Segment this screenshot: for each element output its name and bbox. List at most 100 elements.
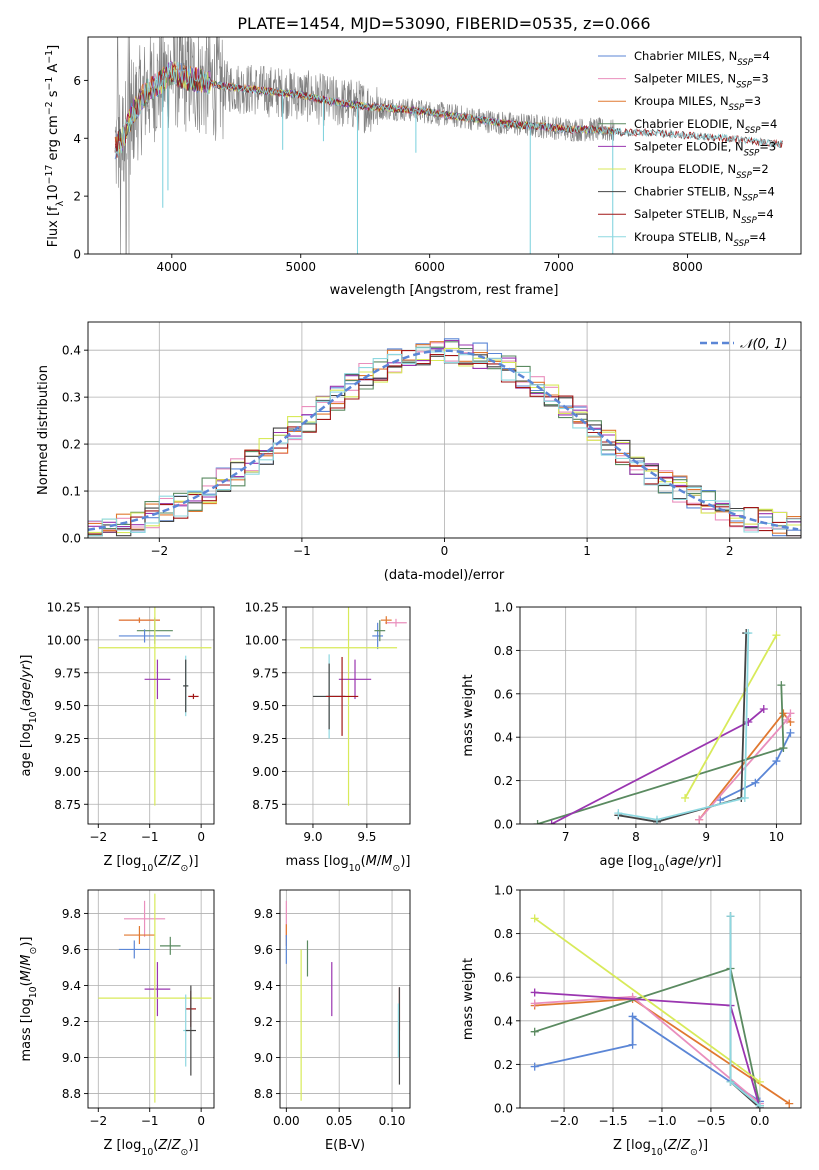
weight-marker-chabrier_elodie xyxy=(533,820,542,824)
weight-line-kroupa_elodie xyxy=(684,634,778,799)
x-tick-label: −2.0 xyxy=(549,1114,578,1128)
y-tick-label: 0.0 xyxy=(494,818,513,832)
y-tick-label: 0.2 xyxy=(494,1058,513,1072)
y-tick-label: 0.4 xyxy=(494,731,513,745)
weight-marker-kroupa_stelib xyxy=(726,912,735,921)
mass-vs-z-ylabel: mass [log10(M/M⊙)] xyxy=(19,937,39,1062)
weight-marker-chabrier_miles xyxy=(772,757,781,766)
y-tick-label: 10.00 xyxy=(245,633,279,647)
weight-line-salpeter_elodie xyxy=(551,708,765,824)
weight-marker-chabrier_elodie xyxy=(779,744,788,753)
x-tick-label: 8000 xyxy=(672,260,703,274)
weight-marker-kroupa_stelib xyxy=(614,809,623,818)
mass-vs-z: −2 −1 0 8.8 9.0 9.2 9.4 9.6 9.8 Z [log10(Z/Z⊙)] ma… xyxy=(19,889,215,1158)
residual-hist-kroupa_stelib xyxy=(88,347,801,537)
y-tick-label: 0.0 xyxy=(494,1102,513,1116)
y-tick-label: 9.50 xyxy=(252,699,279,713)
y-tick-label: 10.25 xyxy=(245,601,279,615)
weight-marker-salpeter_miles xyxy=(695,815,704,824)
weight-marker-kroupa_miles xyxy=(785,1099,794,1108)
y-tick-label: 1.0 xyxy=(494,601,513,615)
weight-line-chabrier_miles xyxy=(719,732,792,801)
weight-marker-kroupa_miles xyxy=(779,709,788,718)
legend-entry: Salpeter ELODIE, NSSP=3 xyxy=(634,139,776,158)
legend-entry: Kroupa STELIB, NSSP=4 xyxy=(634,230,766,249)
residual-axes-plot-area xyxy=(88,322,801,538)
residual-axes: −2 −1 0 1 2 0.0 0.1 0.2 0.3 0.4 (data-model)/error… xyxy=(36,321,802,583)
weight-vs-z: −2.0 −1.5 −1.0 −0.5 0.0 0.0 0.2 0.4 0.6 0.8 1.0 Z [… xyxy=(461,884,802,1158)
y-tick-label: 2 xyxy=(73,190,81,204)
weight-marker-kroupa_stelib xyxy=(744,629,753,638)
age-vs-mass-plot-area xyxy=(286,607,410,824)
weight-marker-kroupa_elodie xyxy=(772,631,781,640)
y-tick-label: 0.6 xyxy=(494,687,513,701)
y-tick-label: 9.6 xyxy=(62,943,81,957)
weight-vs-age: 7 8 9 10 0.0 0.2 0.4 0.6 0.8 1.0 age [log10(age/yr… xyxy=(461,601,802,874)
weight-line-chabrier_elodie xyxy=(534,967,761,1106)
legend-entry: Kroupa ELODIE, NSSP=2 xyxy=(634,162,769,181)
weight-vs-z-ylabel: mass weight xyxy=(461,958,476,1040)
weight-vs-z-frame xyxy=(519,889,802,1109)
weight-vs-z-plot-area xyxy=(520,890,801,1108)
weight-line-kroupa_stelib xyxy=(618,632,750,821)
weight-marker-chabrier_miles xyxy=(786,728,795,737)
y-tick-label: 9.2 xyxy=(62,1015,81,1029)
y-tick-label: 9.25 xyxy=(54,732,81,746)
weight-marker-salpeter_miles xyxy=(786,709,795,718)
weight-marker-salpeter_miles xyxy=(782,715,791,724)
legend-entry: Salpeter MILES, NSSP=3 xyxy=(634,72,769,91)
weight-marker-chabrier_miles xyxy=(628,1012,637,1021)
y-tick-label: 9.2 xyxy=(254,1015,273,1029)
weight-vs-age-plot-area xyxy=(520,607,801,824)
y-tick-label: 0.8 xyxy=(494,927,513,941)
mass-vs-ebv-plot-area xyxy=(280,890,410,1108)
legend-entry: Salpeter STELIB, NSSP=4 xyxy=(634,207,774,226)
weight-vs-z-xlabel: Z [log10(Z/Z⊙)] xyxy=(613,1138,708,1158)
y-tick-label: 8.8 xyxy=(62,1087,81,1101)
y-tick-label: 9.6 xyxy=(254,943,273,957)
x-tick-label: 0 xyxy=(441,544,449,558)
x-tick-label: −1 xyxy=(141,1114,159,1128)
weight-marker-kroupa_stelib xyxy=(652,815,661,824)
y-tick-label: 0.6 xyxy=(494,971,513,985)
y-tick-label: 0.2 xyxy=(62,438,81,452)
figure-title: PLATE=1454, MJD=53090, FIBERID=0535, z=0… xyxy=(237,14,650,33)
data-spectrum-line xyxy=(114,37,615,254)
x-tick-label: 0.0 xyxy=(750,1114,769,1128)
y-tick-label: 8.75 xyxy=(54,798,81,812)
age-vs-z-ylabel: age [log10(age/yr)] xyxy=(19,654,39,776)
x-tick-label: −1 xyxy=(293,544,311,558)
y-tick-label: 10.00 xyxy=(47,633,81,647)
spectrum-frame xyxy=(87,36,802,255)
weight-marker-chabrier_miles xyxy=(751,778,760,787)
spectrum-ylabel: Flux [fλ10−17 erg cm−2 s−1 A−1] xyxy=(44,45,66,247)
weight-marker-kroupa_elodie xyxy=(530,914,539,923)
residual-hist-salpeter_elodie xyxy=(88,339,801,528)
age-vs-mass-frame xyxy=(285,606,411,825)
y-tick-label: 0.4 xyxy=(494,1014,513,1028)
weight-marker-chabrier_miles xyxy=(716,796,725,805)
x-tick-label: 9 xyxy=(702,830,710,844)
mass-vs-z-xlabel: Z [log10(Z/Z⊙)] xyxy=(103,1138,198,1158)
y-tick-label: 9.25 xyxy=(252,732,279,746)
y-tick-label: 10.25 xyxy=(47,601,81,615)
x-tick-label: 4000 xyxy=(157,260,188,274)
weight-marker-kroupa_stelib xyxy=(755,1101,764,1108)
mass-vs-ebv: 0.00 0.05 0.10 8.8 9.0 9.2 9.4 9.6 9.8 E(B-V) xyxy=(254,889,411,1153)
weight-vs-age-ylabel: mass weight xyxy=(461,674,476,756)
x-tick-label: −0.5 xyxy=(696,1114,725,1128)
weight-marker-kroupa_elodie xyxy=(681,793,690,802)
y-tick-label: 0.8 xyxy=(494,644,513,658)
x-tick-label: 1 xyxy=(583,544,591,558)
y-tick-label: 8.8 xyxy=(254,1087,273,1101)
y-tick-label: 9.00 xyxy=(252,765,279,779)
x-tick-label: 10 xyxy=(769,830,784,844)
age-vs-z-plot-area xyxy=(88,607,214,824)
weight-marker-chabrier_elodie xyxy=(530,1027,539,1036)
weight-marker-salpeter_miles xyxy=(530,999,539,1008)
mass-vs-z-plot-area xyxy=(88,890,214,1108)
legend-entry: Kroupa MILES, NSSP=3 xyxy=(634,94,761,113)
y-tick-label: 1.0 xyxy=(494,884,513,898)
y-tick-label: 9.4 xyxy=(62,979,81,993)
